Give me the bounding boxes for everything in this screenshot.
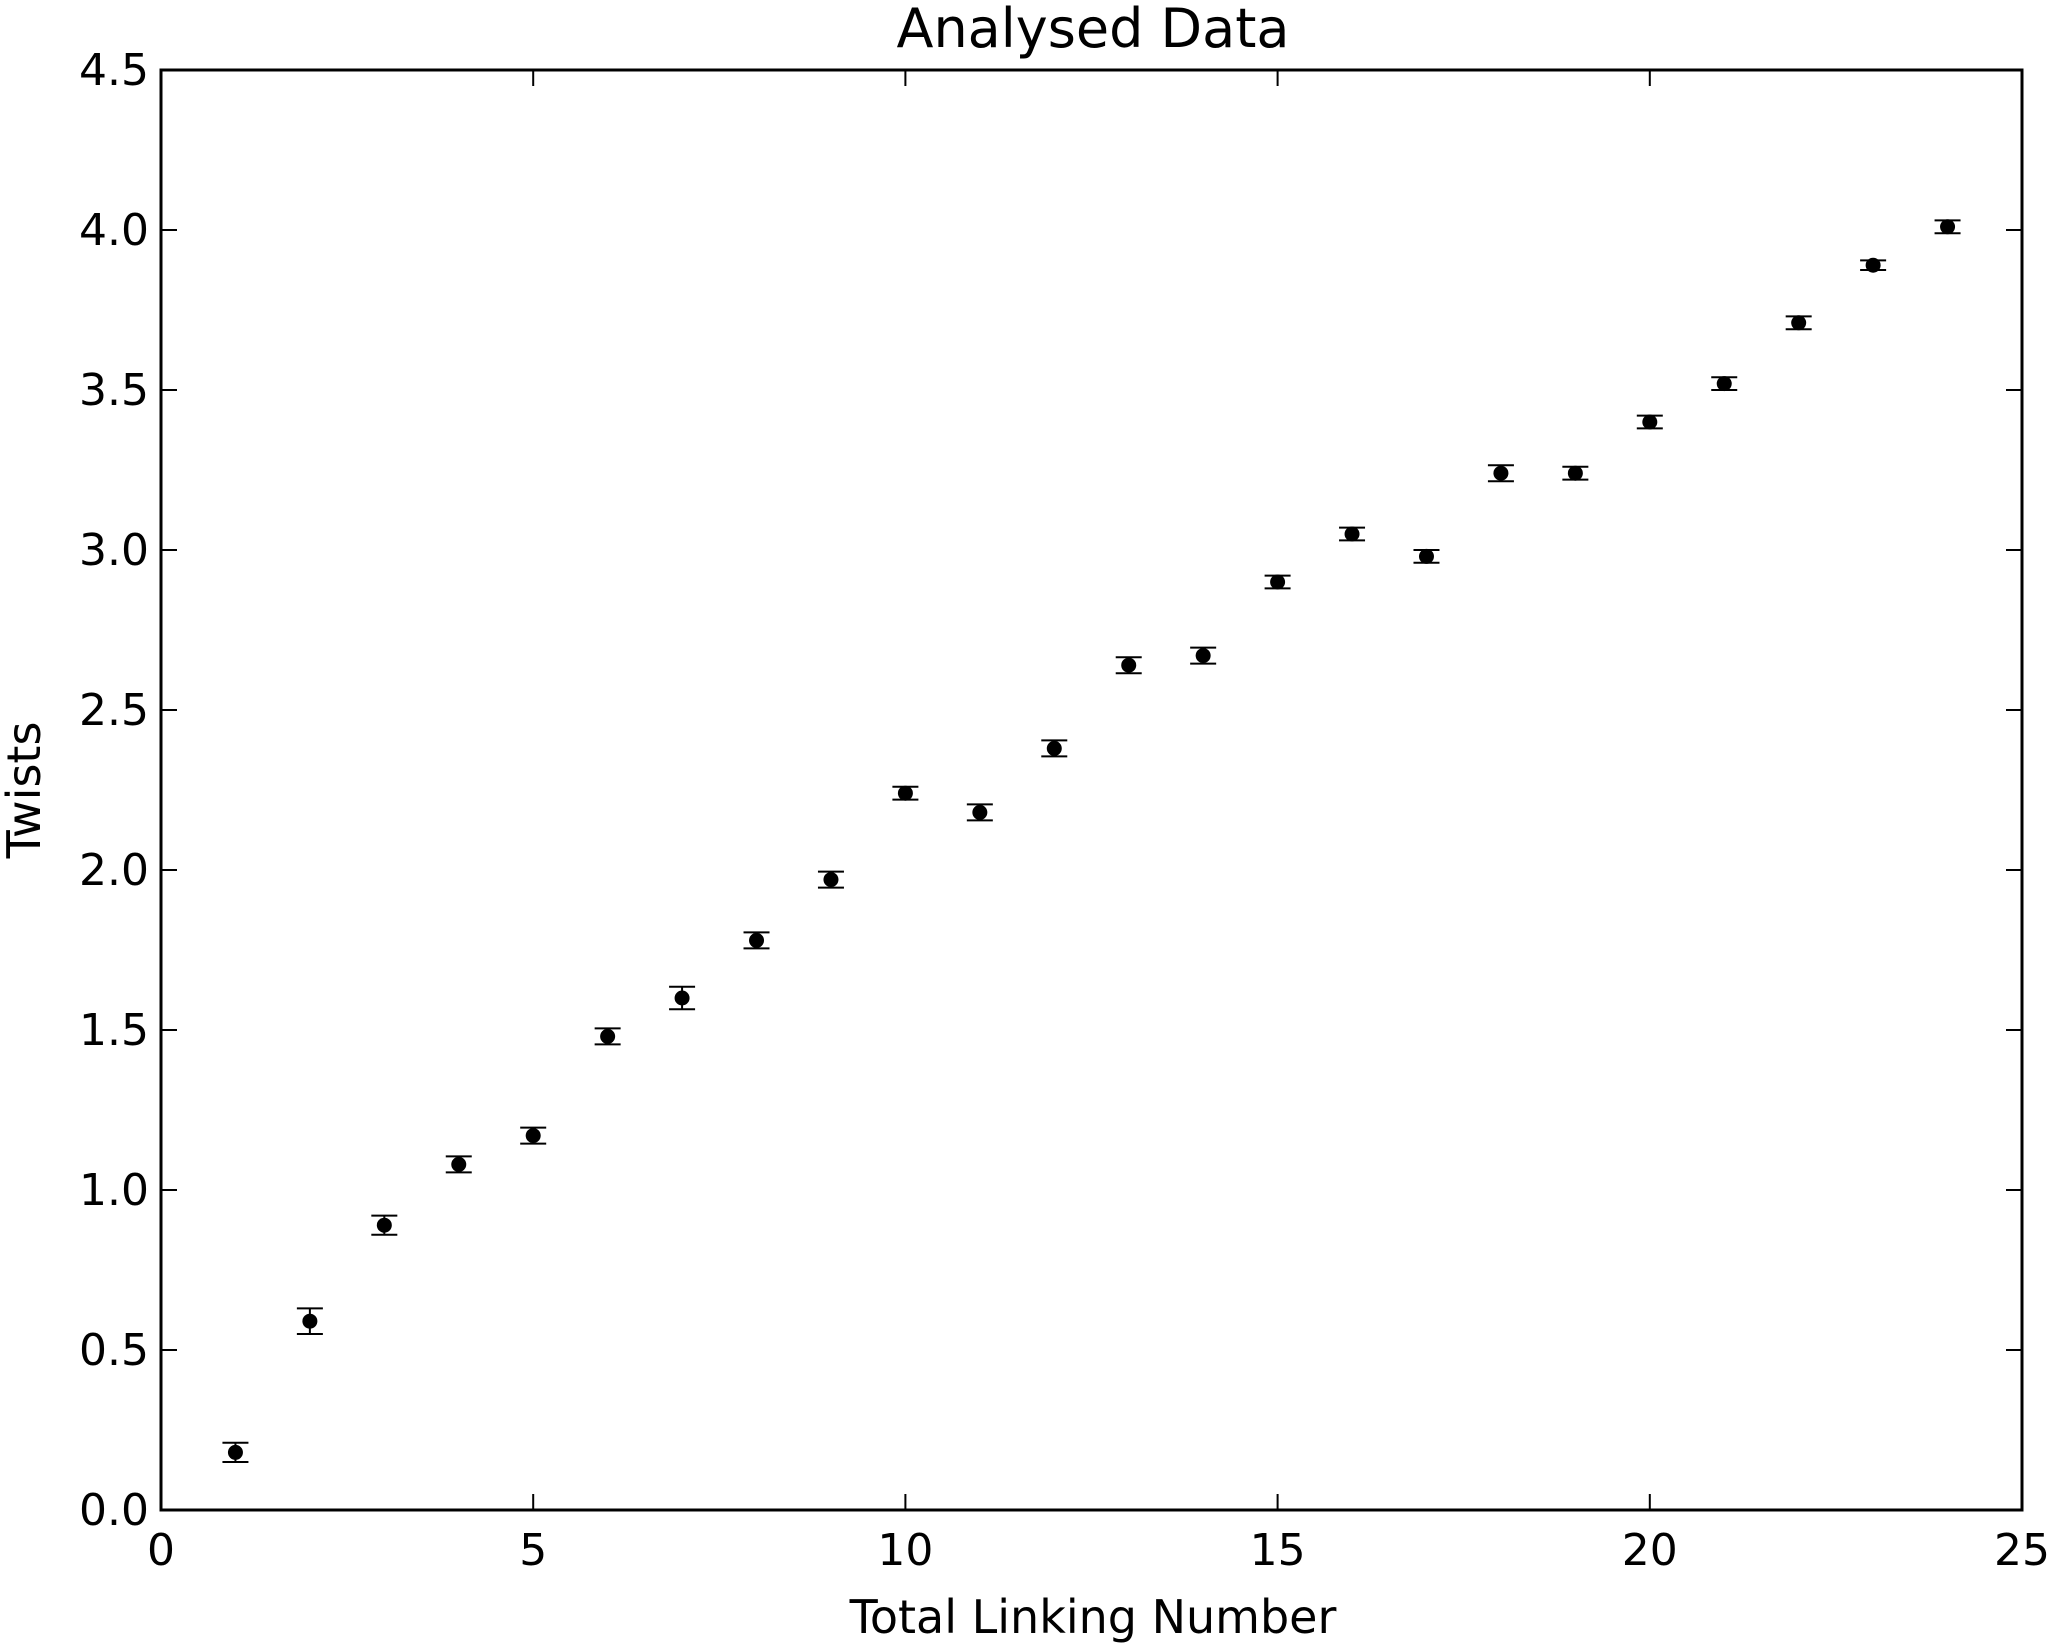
- chart-title: Analysed Data: [897, 0, 1290, 60]
- data-point: [1115, 656, 1142, 675]
- marker: [674, 990, 690, 1006]
- data-point: [1636, 414, 1663, 430]
- marker: [600, 1028, 616, 1044]
- data-point: [1264, 574, 1291, 590]
- marker: [897, 785, 913, 801]
- data-points: [222, 219, 1961, 1463]
- marker: [451, 1156, 467, 1172]
- marker: [1791, 315, 1807, 331]
- x-tick-label: 25: [1994, 1525, 2050, 1576]
- y-tick-label: 0.5: [79, 1325, 149, 1376]
- marker: [376, 1217, 392, 1233]
- axis-ticks: 0 5 10 15 20 25 0.0 0.5 1.0 1.5 2.0 2.5 3.0 3.5 4.0 4.5: [79, 45, 2050, 1576]
- data-point: [743, 931, 770, 950]
- data-point: [1041, 739, 1068, 758]
- y-tick-label: 1.5: [79, 1005, 149, 1056]
- data-point: [1339, 526, 1366, 542]
- data-point: [892, 785, 919, 801]
- marker: [823, 872, 839, 888]
- x-tick-label: 10: [877, 1525, 933, 1576]
- data-point: [966, 803, 993, 822]
- marker: [1046, 740, 1062, 756]
- marker: [1567, 465, 1583, 481]
- marker: [1195, 648, 1211, 664]
- x-tick-label: 20: [1622, 1525, 1678, 1576]
- y-tick-label: 4.0: [79, 205, 149, 256]
- data-point: [1785, 315, 1812, 331]
- marker: [1418, 548, 1434, 564]
- x-axis-label: Total Linking Number: [849, 1590, 1337, 1644]
- data-point: [296, 1307, 323, 1335]
- marker: [1493, 465, 1509, 481]
- marker: [1270, 574, 1286, 590]
- y-tick-label: 0.0: [79, 1485, 149, 1536]
- y-tick-label: 2.5: [79, 685, 149, 736]
- marker: [1121, 657, 1137, 673]
- data-point: [222, 1441, 249, 1463]
- marker: [525, 1128, 541, 1144]
- data-point: [1487, 464, 1514, 483]
- y-tick-label: 2.0: [79, 845, 149, 896]
- marker: [1940, 219, 1956, 235]
- marker: [1642, 414, 1658, 430]
- marker: [1716, 376, 1732, 392]
- data-point: [1860, 257, 1887, 273]
- data-point: [1934, 219, 1961, 235]
- y-tick-label: 3.0: [79, 525, 149, 576]
- plot-frame: [159, 68, 2024, 1512]
- marker: [1865, 257, 1881, 273]
- marker: [1344, 526, 1360, 542]
- y-tick-label: 3.5: [79, 365, 149, 416]
- data-point: [1562, 465, 1589, 481]
- y-tick-label: 4.5: [79, 45, 149, 96]
- x-tick-label: 0: [147, 1525, 175, 1576]
- data-point: [594, 1027, 621, 1046]
- marker: [302, 1313, 318, 1329]
- data-point: [1711, 376, 1738, 392]
- marker: [227, 1444, 243, 1460]
- data-point: [1413, 548, 1440, 564]
- data-point: [817, 870, 844, 889]
- data-point: [1190, 646, 1217, 665]
- data-point: [669, 985, 696, 1011]
- marker: [972, 804, 988, 820]
- data-point: [445, 1155, 472, 1174]
- x-tick-label: 5: [519, 1525, 547, 1576]
- x-tick-label: 15: [1250, 1525, 1306, 1576]
- y-axis-label: Twists: [0, 722, 51, 860]
- y-tick-label: 1.0: [79, 1165, 149, 1216]
- data-point: [520, 1126, 547, 1145]
- marker: [749, 932, 765, 948]
- data-point: [371, 1214, 398, 1236]
